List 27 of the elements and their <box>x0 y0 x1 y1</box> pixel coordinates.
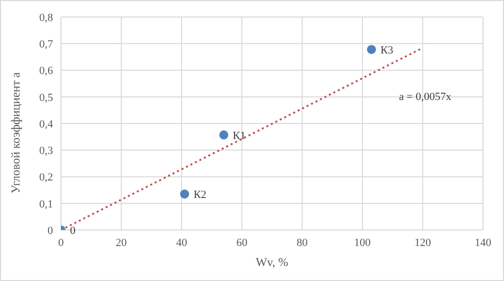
data-label: К1 <box>232 130 246 142</box>
y-tick-label: 0,3 <box>39 145 54 158</box>
x-axis-title: Wv, % <box>256 255 288 269</box>
x-tick-label: 20 <box>116 236 128 249</box>
x-tick-label: 40 <box>176 236 188 249</box>
x-tick-label: 80 <box>296 236 308 249</box>
y-tick-label: 0,1 <box>39 198 53 210</box>
x-tick-label: 120 <box>414 236 432 249</box>
data-label: 0 <box>70 225 76 237</box>
y-tick-label: 0,7 <box>39 38 54 51</box>
point <box>180 190 190 199</box>
y-axis-title: Угловой коэффициент a <box>8 72 22 194</box>
y-tick-label: 0,2 <box>39 172 53 184</box>
x-tick-label: 100 <box>354 236 372 249</box>
data-label: К2 <box>194 189 206 202</box>
y-tick-label: 0 <box>48 224 54 237</box>
x-tick-label: 60 <box>236 236 248 249</box>
y-tick-label: 0,8 <box>39 12 54 24</box>
y-tick-label: 0,6 <box>39 65 54 78</box>
point <box>219 130 228 140</box>
data-label: К3 <box>380 44 394 56</box>
y-tick-label: 0,4 <box>39 118 54 130</box>
x-tick-label: 0 <box>58 236 64 249</box>
x-tick-label: 140 <box>474 236 492 249</box>
y-tick-label: 0,5 <box>39 92 54 104</box>
annotation: a = 0,0057x <box>399 91 452 103</box>
point <box>366 44 376 54</box>
